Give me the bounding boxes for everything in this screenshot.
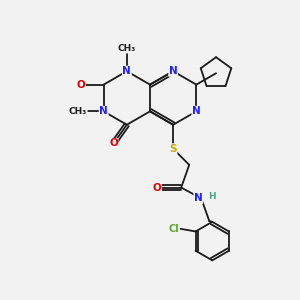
Text: N: N <box>169 66 178 76</box>
Text: N: N <box>192 106 201 116</box>
Text: O: O <box>109 139 118 148</box>
Text: H: H <box>208 192 215 201</box>
Text: N: N <box>122 66 131 76</box>
Text: S: S <box>169 144 177 154</box>
Text: CH₃: CH₃ <box>69 107 87 116</box>
Text: CH₃: CH₃ <box>118 44 136 53</box>
Text: Cl: Cl <box>169 224 179 234</box>
Text: N: N <box>99 106 108 116</box>
Text: O: O <box>76 80 85 90</box>
Text: O: O <box>153 183 161 193</box>
Text: N: N <box>194 193 203 203</box>
